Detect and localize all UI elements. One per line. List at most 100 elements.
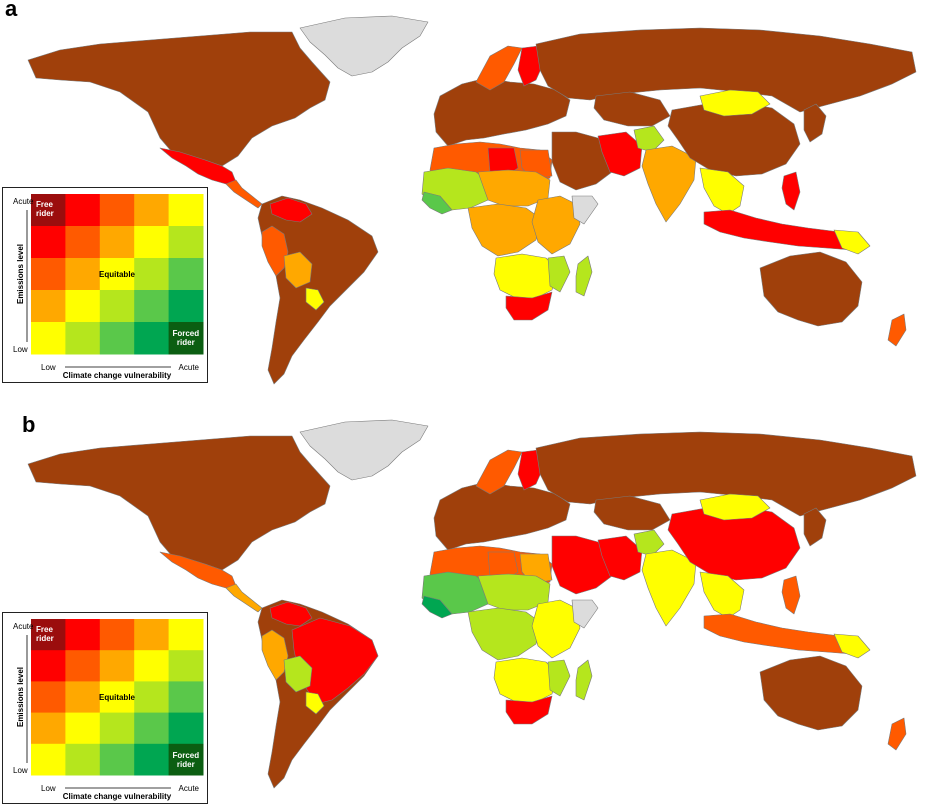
region-west-africa-coast [421, 595, 453, 619]
legend-free-rider-label: Free [36, 200, 53, 209]
legend-panel-b: Free rider Equitable Forced rider Acute Low Emi… [2, 612, 208, 804]
region-india [641, 145, 697, 223]
region-central-america [225, 179, 263, 209]
panel-b-label: b [22, 412, 36, 437]
legend-y-axis-title: Emissions level [16, 667, 25, 727]
region-afghanistan [633, 125, 665, 153]
legend-cell [134, 619, 170, 651]
region-mozambique [547, 659, 571, 697]
region-philippines [781, 575, 801, 615]
legend-cell [31, 743, 66, 776]
legend-cell [31, 681, 66, 714]
legend-cell [134, 712, 170, 745]
panel-a-label: a [5, 0, 18, 21]
region-se-asia-mainland [699, 167, 745, 215]
region-iran [597, 535, 643, 581]
region-southern-africa-mid [493, 657, 559, 703]
region-southern-africa-mid [493, 253, 559, 299]
legend-cell [168, 290, 204, 323]
region-central-asia [593, 495, 671, 531]
region-middle-east [551, 131, 617, 191]
region-europe [433, 77, 571, 147]
region-iran [597, 131, 643, 177]
region-australia [759, 251, 863, 327]
legend-cell [134, 322, 170, 355]
legend-cell [134, 290, 170, 323]
region-mongolia [699, 493, 771, 521]
legend-cell [31, 226, 66, 259]
legend-cell [168, 322, 204, 355]
legend-graphic: FreeriderEquitableForcedriderAcuteLowEmi… [13, 619, 204, 801]
legend-cell [65, 226, 101, 259]
region-north-america [27, 435, 331, 571]
legend-cell [168, 258, 204, 291]
region-central-africa [467, 203, 541, 257]
legend-cell [65, 743, 101, 776]
region-central-america [225, 583, 263, 613]
legend-y-axis-title: Emissions level [16, 244, 25, 304]
legend-cell [31, 619, 66, 651]
legend-y-low-label: Low [13, 766, 28, 775]
region-new-zealand [887, 717, 907, 751]
region-east-africa [531, 195, 581, 255]
legend-free-rider-label: rider [36, 209, 54, 218]
legend-cell [168, 743, 204, 776]
legend-cell [65, 650, 101, 682]
legend-cell [134, 650, 170, 682]
region-png [833, 633, 871, 659]
region-madagascar [575, 255, 593, 297]
legend-cell [65, 258, 101, 291]
region-west-africa-coast [421, 191, 453, 215]
region-venezuela [269, 601, 313, 627]
legend-panel-a: Free rider Equitable Forced rider Acute Low Emi… [2, 187, 208, 383]
legend-cell [65, 619, 101, 651]
region-russia [535, 431, 917, 517]
region-russia [535, 27, 917, 113]
region-south-africa [505, 291, 553, 321]
legend-cell [65, 712, 101, 745]
legend-graphic: FreeriderEquitableForcedriderAcuteLowEmi… [13, 194, 204, 380]
region-madagascar [575, 659, 593, 701]
legend-forced-rider-label: Forced [172, 751, 199, 760]
legend-cell [168, 681, 204, 714]
region-paraguay [305, 287, 325, 311]
legend-cell [31, 650, 66, 682]
region-middle-east [551, 535, 617, 595]
legend-x-low-label: Low [41, 363, 56, 372]
region-afghanistan [633, 529, 665, 557]
legend-cell [168, 712, 204, 745]
legend-free-rider-label: rider [36, 634, 54, 643]
region-horn [571, 195, 599, 225]
region-central-asia [593, 91, 671, 127]
legend-cell [168, 194, 204, 227]
region-se-asia-mainland [699, 571, 745, 619]
legend-cell [168, 650, 204, 682]
legend-x-axis-title: Climate change vulnerability [63, 792, 172, 801]
legend-cell [99, 650, 135, 682]
legend-cell [65, 681, 101, 714]
region-australia [759, 655, 863, 731]
region-scandinavia [475, 449, 523, 495]
legend-cell [31, 194, 66, 227]
region-paraguay [305, 691, 325, 715]
world-map-panel-b [27, 419, 917, 789]
region-north-america [27, 31, 331, 167]
legend-cell [99, 290, 135, 323]
region-peru [261, 225, 289, 277]
region-japan [803, 507, 827, 547]
region-philippines [781, 171, 801, 211]
legend-x-low-label: Low [41, 784, 56, 793]
legend-cell [31, 290, 66, 323]
region-central-africa [467, 607, 541, 661]
legend-equitable-label: Equitable [99, 693, 136, 702]
region-scandinavia [475, 45, 523, 91]
region-greenland [299, 15, 429, 77]
legend-cell [134, 743, 170, 776]
legend-cell [134, 258, 170, 291]
region-japan [803, 103, 827, 143]
legend-y-low-label: Low [13, 345, 28, 354]
region-east-africa [531, 599, 581, 659]
legend-cell [31, 258, 66, 291]
legend-forced-rider-label: rider [177, 338, 195, 347]
legend-cell [31, 322, 66, 355]
